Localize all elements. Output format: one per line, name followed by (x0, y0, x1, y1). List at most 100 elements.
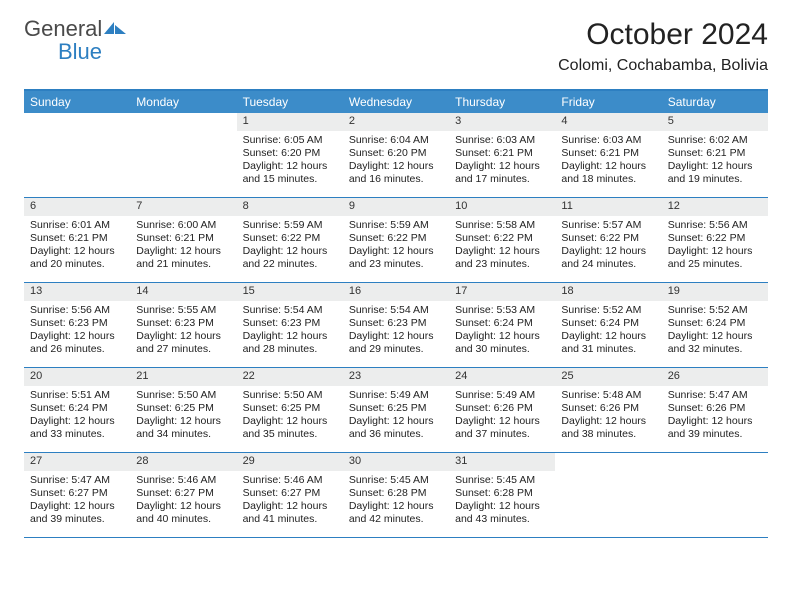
day-cell: 30Sunrise: 5:45 AMSunset: 6:28 PMDayligh… (343, 453, 449, 537)
day-cell: 21Sunrise: 5:50 AMSunset: 6:25 PMDayligh… (130, 368, 236, 452)
sunset-text: Sunset: 6:23 PM (136, 317, 230, 330)
sunrise-text: Sunrise: 6:00 AM (136, 219, 230, 232)
day-cell: 28Sunrise: 5:46 AMSunset: 6:27 PMDayligh… (130, 453, 236, 537)
day-cell: 6Sunrise: 6:01 AMSunset: 6:21 PMDaylight… (24, 198, 130, 282)
day-number (662, 453, 768, 471)
day-number: 25 (555, 368, 661, 386)
day-cell: 5Sunrise: 6:02 AMSunset: 6:21 PMDaylight… (662, 113, 768, 197)
daylight-text: Daylight: 12 hours and 36 minutes. (349, 415, 443, 441)
day-cell: 31Sunrise: 5:45 AMSunset: 6:28 PMDayligh… (449, 453, 555, 537)
month-title: October 2024 (558, 18, 768, 51)
sunset-text: Sunset: 6:25 PM (136, 402, 230, 415)
sunrise-text: Sunrise: 6:04 AM (349, 134, 443, 147)
daylight-text: Daylight: 12 hours and 33 minutes. (30, 415, 124, 441)
day-number: 5 (662, 113, 768, 131)
day-number: 22 (237, 368, 343, 386)
sunset-text: Sunset: 6:24 PM (455, 317, 549, 330)
day-cell (662, 453, 768, 537)
day-body: Sunrise: 5:47 AMSunset: 6:26 PMDaylight:… (662, 386, 768, 448)
logo-text-blue: Blue (58, 39, 102, 64)
day-cell: 16Sunrise: 5:54 AMSunset: 6:23 PMDayligh… (343, 283, 449, 367)
day-cell: 22Sunrise: 5:50 AMSunset: 6:25 PMDayligh… (237, 368, 343, 452)
day-cell: 14Sunrise: 5:55 AMSunset: 6:23 PMDayligh… (130, 283, 236, 367)
day-number: 28 (130, 453, 236, 471)
day-body: Sunrise: 5:50 AMSunset: 6:25 PMDaylight:… (237, 386, 343, 448)
day-body: Sunrise: 5:45 AMSunset: 6:28 PMDaylight:… (343, 471, 449, 533)
sunrise-text: Sunrise: 5:50 AM (136, 389, 230, 402)
sunrise-text: Sunrise: 5:57 AM (561, 219, 655, 232)
daylight-text: Daylight: 12 hours and 38 minutes. (561, 415, 655, 441)
day-number: 2 (343, 113, 449, 131)
calendar-page: General Blue October 2024 Colomi, Cochab… (0, 0, 792, 612)
day-cell: 8Sunrise: 5:59 AMSunset: 6:22 PMDaylight… (237, 198, 343, 282)
sunset-text: Sunset: 6:21 PM (561, 147, 655, 160)
day-cell: 15Sunrise: 5:54 AMSunset: 6:23 PMDayligh… (237, 283, 343, 367)
day-cell: 27Sunrise: 5:47 AMSunset: 6:27 PMDayligh… (24, 453, 130, 537)
dow-cell: Tuesday (237, 91, 343, 113)
daylight-text: Daylight: 12 hours and 23 minutes. (349, 245, 443, 271)
daylight-text: Daylight: 12 hours and 30 minutes. (455, 330, 549, 356)
sunrise-text: Sunrise: 5:52 AM (668, 304, 762, 317)
dow-cell: Thursday (449, 91, 555, 113)
day-number: 19 (662, 283, 768, 301)
day-body: Sunrise: 5:52 AMSunset: 6:24 PMDaylight:… (555, 301, 661, 363)
day-number (555, 453, 661, 471)
sunrise-text: Sunrise: 5:48 AM (561, 389, 655, 402)
sunset-text: Sunset: 6:22 PM (668, 232, 762, 245)
day-cell: 1Sunrise: 6:05 AMSunset: 6:20 PMDaylight… (237, 113, 343, 197)
day-body: Sunrise: 6:00 AMSunset: 6:21 PMDaylight:… (130, 216, 236, 278)
sunset-text: Sunset: 6:24 PM (561, 317, 655, 330)
day-body: Sunrise: 5:57 AMSunset: 6:22 PMDaylight:… (555, 216, 661, 278)
week-row: 6Sunrise: 6:01 AMSunset: 6:21 PMDaylight… (24, 198, 768, 283)
sunset-text: Sunset: 6:25 PM (349, 402, 443, 415)
sunrise-text: Sunrise: 5:54 AM (349, 304, 443, 317)
day-number: 4 (555, 113, 661, 131)
day-body: Sunrise: 5:48 AMSunset: 6:26 PMDaylight:… (555, 386, 661, 448)
day-number: 27 (24, 453, 130, 471)
sunset-text: Sunset: 6:22 PM (455, 232, 549, 245)
sunrise-text: Sunrise: 6:03 AM (561, 134, 655, 147)
week-row: 27Sunrise: 5:47 AMSunset: 6:27 PMDayligh… (24, 453, 768, 538)
day-body: Sunrise: 5:51 AMSunset: 6:24 PMDaylight:… (24, 386, 130, 448)
day-cell: 11Sunrise: 5:57 AMSunset: 6:22 PMDayligh… (555, 198, 661, 282)
sunrise-text: Sunrise: 5:53 AM (455, 304, 549, 317)
day-number: 17 (449, 283, 555, 301)
sunrise-text: Sunrise: 6:02 AM (668, 134, 762, 147)
day-body: Sunrise: 5:47 AMSunset: 6:27 PMDaylight:… (24, 471, 130, 533)
week-row: 20Sunrise: 5:51 AMSunset: 6:24 PMDayligh… (24, 368, 768, 453)
day-body: Sunrise: 6:03 AMSunset: 6:21 PMDaylight:… (449, 131, 555, 193)
weeks-container: 1Sunrise: 6:05 AMSunset: 6:20 PMDaylight… (24, 113, 768, 538)
sunrise-text: Sunrise: 5:47 AM (30, 474, 124, 487)
sunrise-text: Sunrise: 5:45 AM (349, 474, 443, 487)
day-body: Sunrise: 5:49 AMSunset: 6:26 PMDaylight:… (449, 386, 555, 448)
day-number: 8 (237, 198, 343, 216)
sunrise-text: Sunrise: 5:56 AM (30, 304, 124, 317)
title-block: October 2024 Colomi, Cochabamba, Bolivia (558, 18, 768, 75)
day-body: Sunrise: 5:52 AMSunset: 6:24 PMDaylight:… (662, 301, 768, 363)
day-number (24, 113, 130, 131)
day-body: Sunrise: 6:03 AMSunset: 6:21 PMDaylight:… (555, 131, 661, 193)
daylight-text: Daylight: 12 hours and 16 minutes. (349, 160, 443, 186)
day-cell: 26Sunrise: 5:47 AMSunset: 6:26 PMDayligh… (662, 368, 768, 452)
sunrise-text: Sunrise: 5:49 AM (349, 389, 443, 402)
sunset-text: Sunset: 6:20 PM (243, 147, 337, 160)
day-number: 23 (343, 368, 449, 386)
sunset-text: Sunset: 6:21 PM (136, 232, 230, 245)
sunrise-text: Sunrise: 5:56 AM (668, 219, 762, 232)
day-body: Sunrise: 5:55 AMSunset: 6:23 PMDaylight:… (130, 301, 236, 363)
day-number: 24 (449, 368, 555, 386)
day-number: 3 (449, 113, 555, 131)
sunset-text: Sunset: 6:26 PM (561, 402, 655, 415)
daylight-text: Daylight: 12 hours and 17 minutes. (455, 160, 549, 186)
sunrise-text: Sunrise: 5:54 AM (243, 304, 337, 317)
header: General Blue October 2024 Colomi, Cochab… (24, 18, 768, 75)
sunset-text: Sunset: 6:24 PM (668, 317, 762, 330)
day-cell: 9Sunrise: 5:59 AMSunset: 6:22 PMDaylight… (343, 198, 449, 282)
sunset-text: Sunset: 6:22 PM (349, 232, 443, 245)
day-body: Sunrise: 6:05 AMSunset: 6:20 PMDaylight:… (237, 131, 343, 193)
daylight-text: Daylight: 12 hours and 37 minutes. (455, 415, 549, 441)
day-number: 10 (449, 198, 555, 216)
day-cell: 12Sunrise: 5:56 AMSunset: 6:22 PMDayligh… (662, 198, 768, 282)
sunrise-text: Sunrise: 5:59 AM (349, 219, 443, 232)
daylight-text: Daylight: 12 hours and 26 minutes. (30, 330, 124, 356)
